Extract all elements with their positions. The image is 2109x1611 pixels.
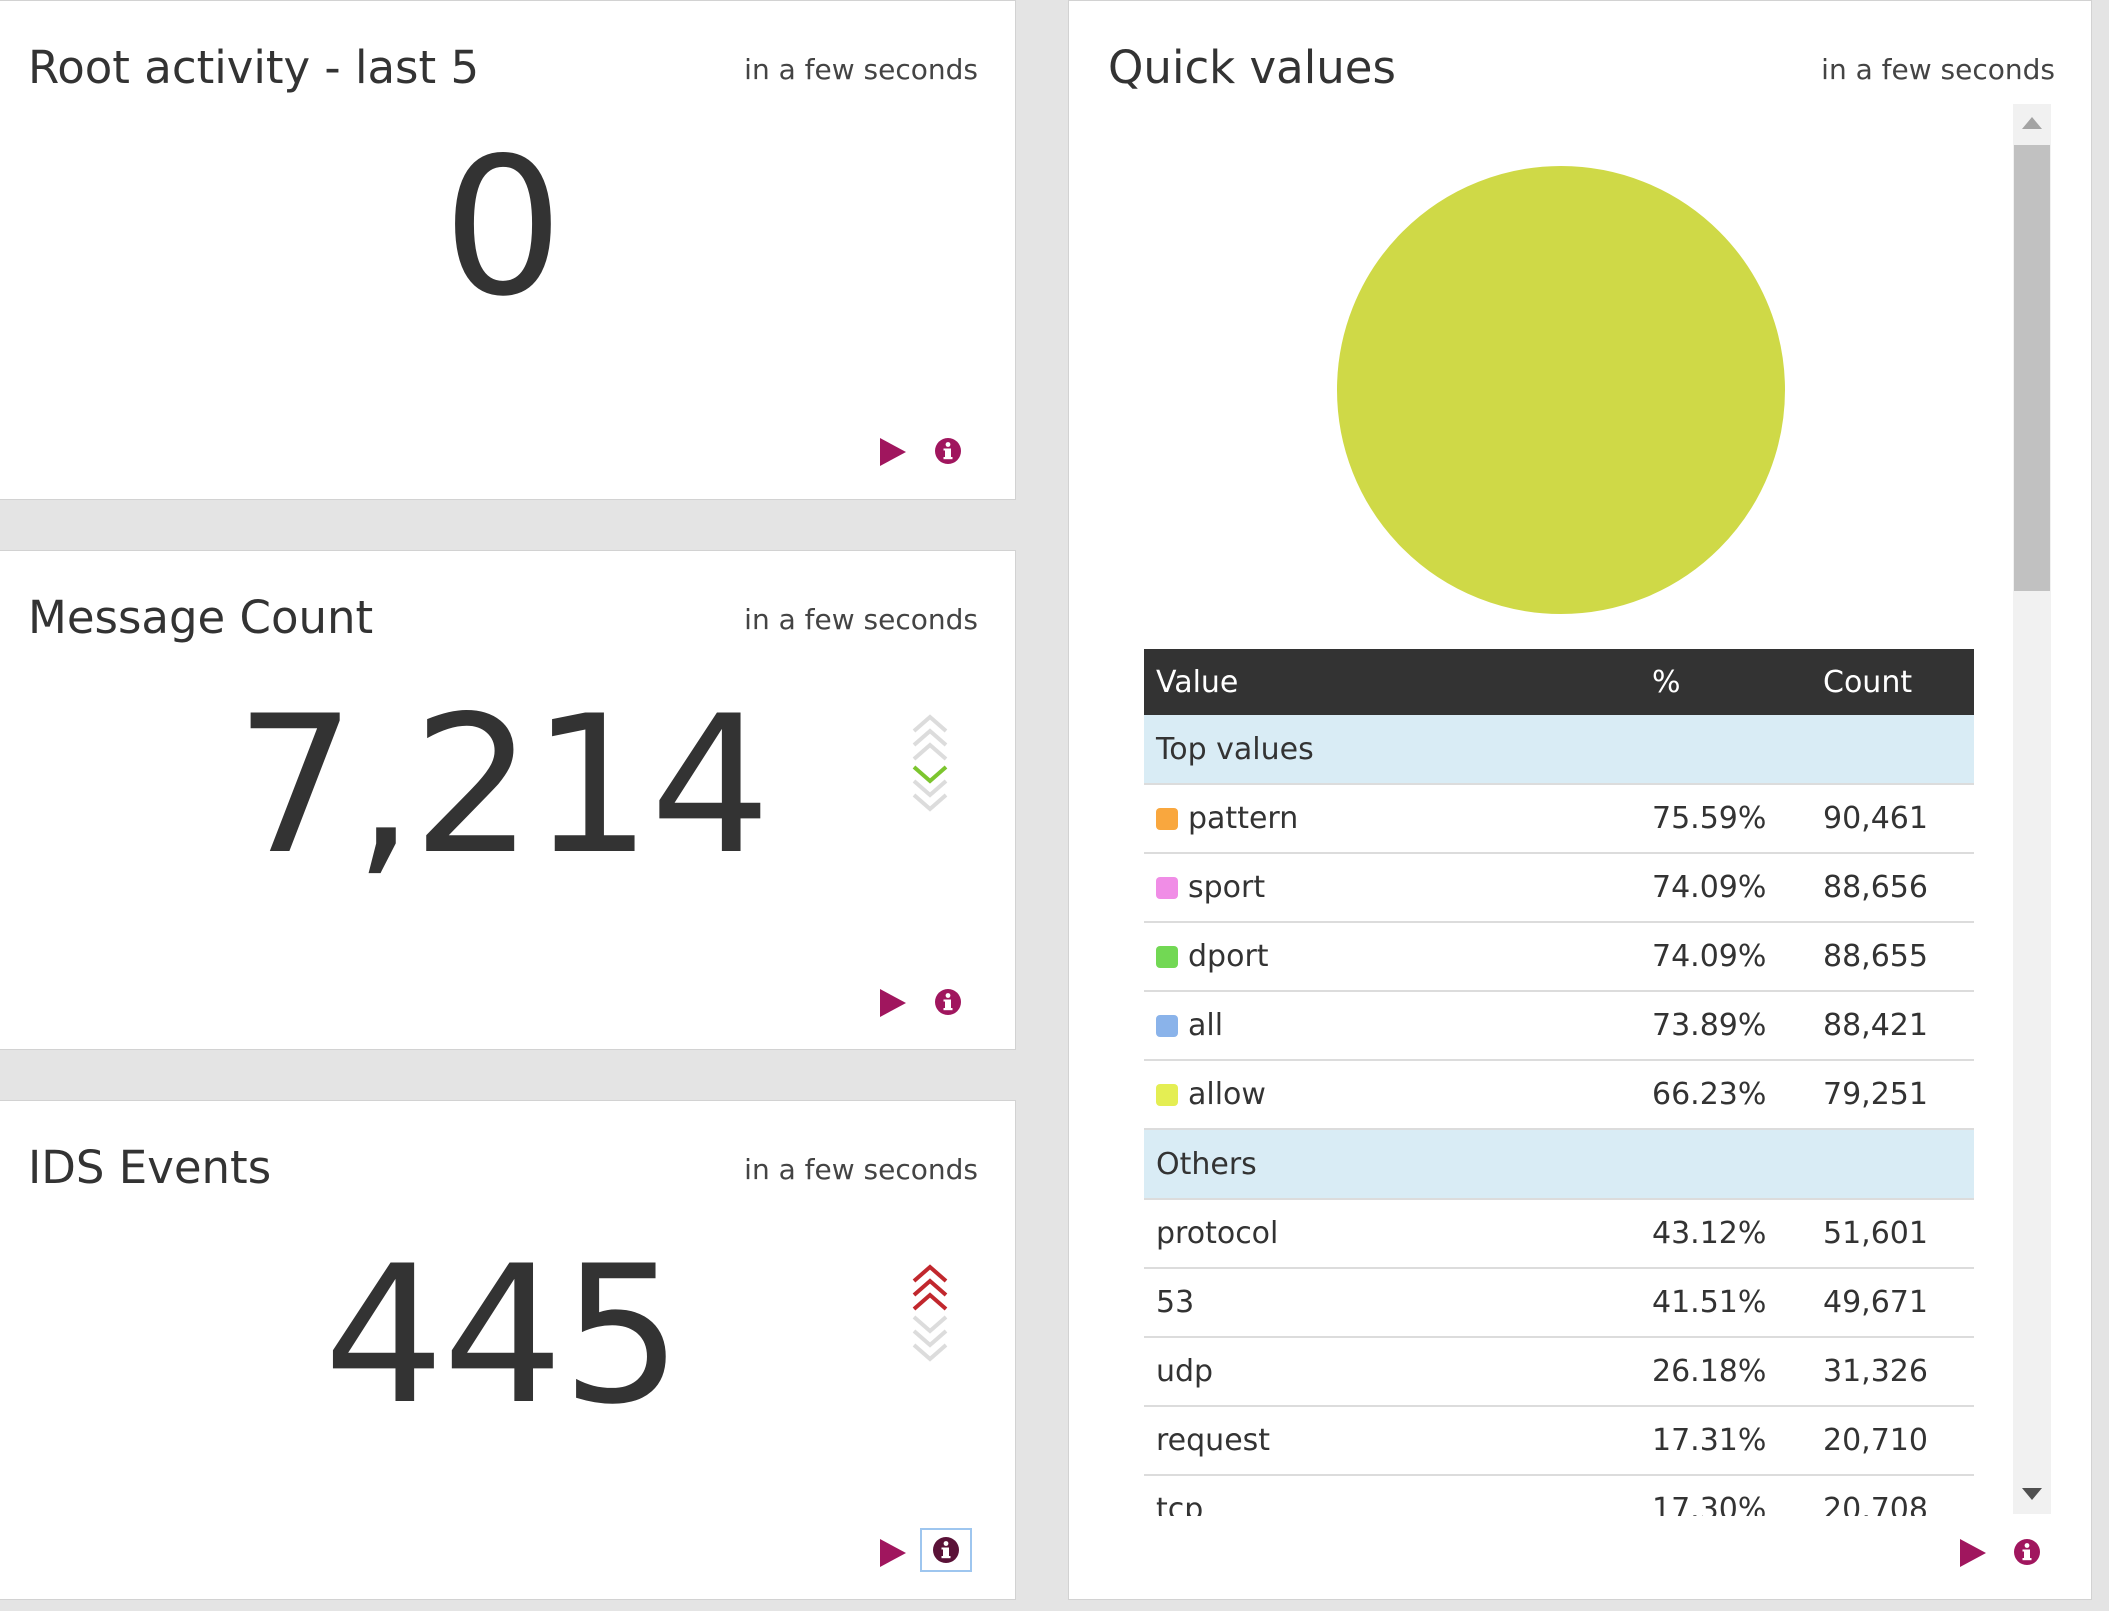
widget-value: 0 [442,117,564,338]
quick-values-table: Value % Count Top values pattern 75.59% … [1144,649,1974,1516]
info-icon[interactable] [934,437,962,465]
info-icon[interactable] [934,988,962,1016]
widget-title: Message Count [28,591,374,644]
table-group-row: Top values [1144,715,1974,785]
legend-swatch [1156,877,1178,899]
table-header-row: Value % Count [1144,649,1974,715]
row-count: 88,421 [1811,991,1974,1061]
row-count: 20,710 [1811,1406,1974,1476]
row-percent: 26.18% [1640,1337,1811,1407]
play-icon[interactable] [880,1539,906,1567]
pie-slice-allow [1335,164,1787,616]
row-percent: 17.30% [1640,1475,1811,1516]
widget-title: Quick values [1108,41,1396,94]
row-count: 20,708 [1811,1475,1974,1516]
table-row[interactable]: allow 66.23% 79,251 [1144,1060,1974,1130]
widget-title: IDS Events [28,1141,272,1194]
legend-swatch [1156,808,1178,830]
info-icon[interactable] [2013,1538,2041,1566]
widget-message-count: Message Count in a few seconds 7,214 [0,550,1016,1050]
scroll-down-arrow-icon[interactable] [2022,1488,2042,1500]
row-percent: 43.12% [1640,1199,1811,1269]
play-icon[interactable] [1960,1539,1986,1567]
column-header-percent[interactable]: % [1640,649,1811,715]
legend-swatch [1156,946,1178,968]
row-value: allow [1188,1077,1266,1112]
trend-down-icon [912,714,948,812]
row-count: 49,671 [1811,1268,1974,1338]
widget-root-activity: Root activity - last 5 in a few seconds … [0,0,1016,500]
widget-updated-time: in a few seconds [744,53,978,86]
row-value: all [1188,1008,1224,1043]
widget-value: 7,214 [235,675,771,896]
table-row[interactable]: all 73.89% 88,421 [1144,991,1974,1061]
table-row[interactable]: dport 74.09% 88,655 [1144,922,1974,992]
row-value: tcp [1144,1475,1640,1516]
row-percent: 41.51% [1640,1268,1811,1338]
table-group-row: Others [1144,1129,1974,1200]
quick-values-table-viewport: Value % Count Top values pattern 75.59% … [1144,649,1974,1516]
row-value: pattern [1188,801,1299,836]
widget-updated-time: in a few seconds [744,603,978,636]
widget-value: 445 [323,1225,683,1446]
row-count: 51,601 [1811,1199,1974,1269]
table-row[interactable]: request 17.31% 20,710 [1144,1406,1974,1476]
row-count: 31,326 [1811,1337,1974,1407]
row-value: sport [1188,870,1266,905]
info-focus-box [920,1528,972,1572]
row-percent: 17.31% [1640,1406,1811,1476]
widget-updated-time: in a few seconds [744,1153,978,1186]
row-count: 88,656 [1811,853,1974,923]
scrollbar-thumb[interactable] [2014,145,2050,591]
row-percent: 74.09% [1640,853,1811,923]
pie-chart [1335,164,1787,616]
row-value: dport [1188,939,1269,974]
table-row[interactable]: 53 41.51% 49,671 [1144,1268,1974,1338]
row-count: 88,655 [1811,922,1974,992]
table-row[interactable]: tcp 17.30% 20,708 [1144,1475,1974,1516]
widget-ids-events: IDS Events in a few seconds 445 [0,1100,1016,1600]
table-row[interactable]: sport 74.09% 88,656 [1144,853,1974,923]
info-icon[interactable] [932,1536,960,1564]
widget-title: Root activity - last 5 [28,41,480,94]
row-count: 79,251 [1811,1060,1974,1130]
legend-swatch [1156,1015,1178,1037]
row-percent: 66.23% [1640,1060,1811,1130]
group-label-top-values: Top values [1144,715,1974,785]
row-percent: 75.59% [1640,784,1811,854]
row-percent: 74.09% [1640,922,1811,992]
row-value: request [1144,1406,1640,1476]
column-header-value[interactable]: Value [1144,649,1640,715]
table-row[interactable]: udp 26.18% 31,326 [1144,1337,1974,1407]
legend-swatch [1156,1084,1178,1106]
row-value: udp [1144,1337,1640,1407]
play-icon[interactable] [880,438,906,466]
table-row[interactable]: pattern 75.59% 90,461 [1144,784,1974,854]
row-percent: 73.89% [1640,991,1811,1061]
trend-up-icon [912,1264,948,1362]
scroll-up-arrow-icon[interactable] [2022,117,2042,129]
row-value: 53 [1144,1268,1640,1338]
group-label-others: Others [1144,1129,1974,1200]
row-count: 90,461 [1811,784,1974,854]
play-icon[interactable] [880,989,906,1017]
row-value: protocol [1144,1199,1640,1269]
widget-updated-time: in a few seconds [1821,53,2055,86]
column-header-count[interactable]: Count [1811,649,1974,715]
table-row[interactable]: protocol 43.12% 51,601 [1144,1199,1974,1269]
